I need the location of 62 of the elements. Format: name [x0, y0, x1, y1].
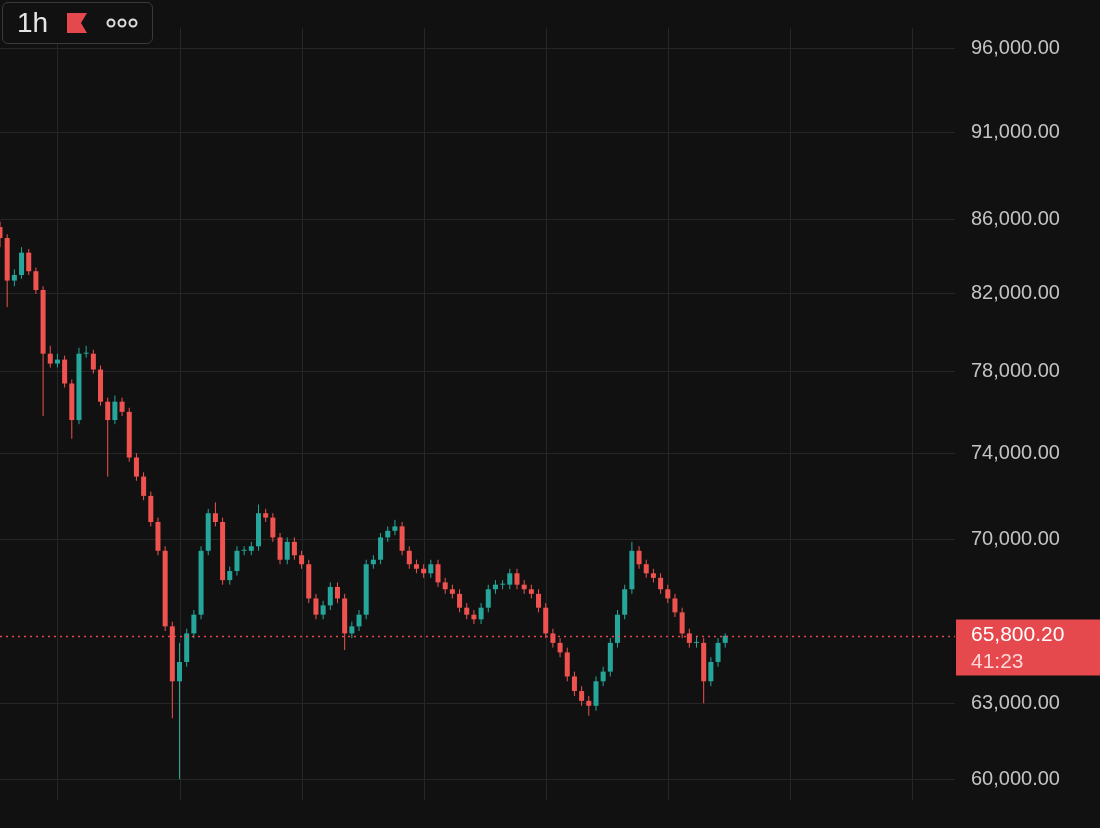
candlestick [428, 559, 434, 579]
candlestick [90, 349, 96, 374]
candlestick [270, 512, 276, 543]
candlestick [47, 345, 53, 369]
candlestick [313, 593, 319, 620]
candlestick [291, 536, 297, 561]
y-tick-label: 60,000.00 [971, 766, 1060, 789]
candlestick [715, 637, 721, 668]
candlestick [26, 248, 32, 276]
chart-title: 1h [17, 7, 49, 39]
candlestick [327, 581, 333, 611]
candlestick [212, 501, 218, 527]
candlestick [435, 559, 441, 588]
candlestick [392, 519, 398, 536]
candlestick [133, 452, 139, 482]
candlestick [600, 666, 606, 687]
candlestick [33, 267, 39, 295]
candlestick [658, 572, 664, 595]
candlestick [227, 566, 233, 586]
candlestick [708, 656, 714, 687]
candlestick [586, 695, 592, 717]
text: 41:23 [971, 649, 1024, 673]
candlestick [571, 671, 577, 697]
candlestick [665, 584, 671, 604]
candlestick [579, 685, 585, 707]
candlestick [514, 568, 520, 590]
candlestick [478, 602, 484, 625]
candlestick [112, 395, 118, 425]
candlestick [191, 609, 197, 639]
candlestick [277, 532, 283, 565]
y-tick-label: 63,000.00 [971, 690, 1060, 713]
candlestick [105, 397, 111, 478]
candlestick [356, 609, 362, 632]
candlestick [485, 584, 491, 613]
y-tick-label: 86,000.00 [971, 207, 1060, 230]
candlestick [141, 471, 147, 501]
candlestick [119, 397, 125, 417]
candlestick [378, 532, 384, 565]
candlestick [507, 568, 513, 590]
candlestick [636, 545, 642, 570]
y-tick-label: 74,000.00 [971, 440, 1060, 463]
y-tick-label: 70,000.00 [971, 527, 1060, 550]
y-tick-label: 96,000.00 [971, 36, 1060, 59]
y-tick-label: 78,000.00 [971, 359, 1060, 382]
candlestick [284, 536, 290, 565]
candlestick [177, 642, 183, 780]
candlestick [234, 545, 240, 577]
candlestick [406, 545, 412, 570]
candlestick [536, 588, 542, 613]
candlestick [241, 545, 247, 556]
ref-line-label: 65,800.20 [971, 622, 1065, 646]
y-tick-label: 82,000.00 [971, 281, 1060, 304]
candlestick [19, 246, 25, 280]
candlestick [672, 593, 678, 618]
title-frame: 1h [2, 2, 154, 44]
candlestick [457, 588, 463, 613]
y-tick-label: 91,000.00 [971, 119, 1060, 142]
candlestick [643, 559, 649, 579]
candlestick [62, 355, 68, 389]
candlestick [83, 345, 89, 359]
candlestick [334, 581, 340, 604]
candlestick [320, 600, 326, 620]
